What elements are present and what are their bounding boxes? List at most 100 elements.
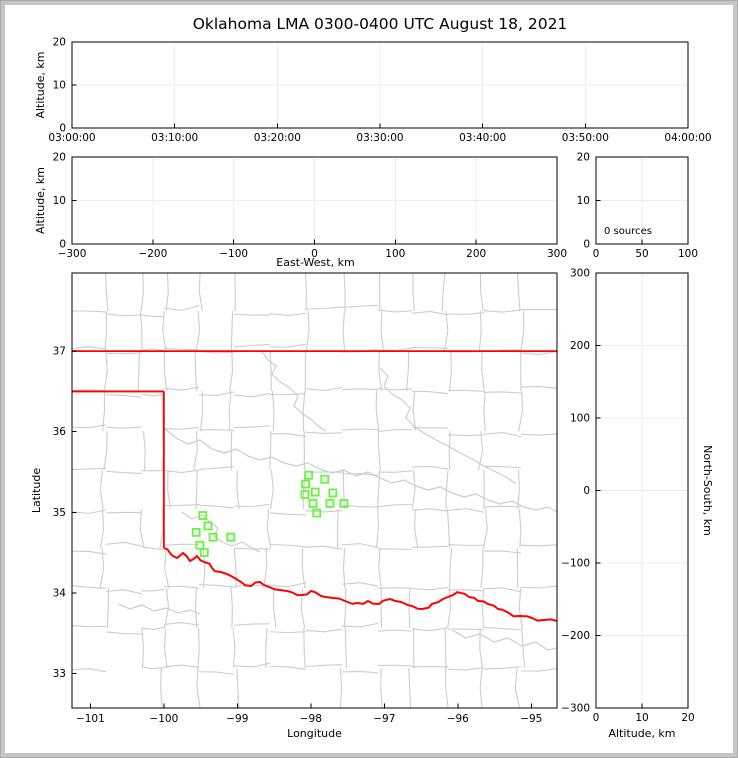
county-line: [517, 469, 520, 510]
tick-label: 10: [53, 80, 66, 92]
station-marker: [300, 490, 310, 499]
county-line: [141, 627, 145, 669]
county-line: [72, 668, 107, 673]
county-line: [269, 665, 307, 670]
panel-frame-ew-height: [71, 156, 558, 245]
county-line: [165, 273, 169, 312]
station-marker: [325, 498, 335, 508]
county-line: [269, 312, 307, 316]
county-line: [195, 310, 201, 352]
county-line: [163, 305, 200, 311]
county-line: [408, 587, 411, 629]
county-line: [72, 467, 107, 471]
tick-label: 50: [635, 248, 648, 260]
station-marker: [191, 527, 201, 537]
county-line: [233, 392, 271, 398]
tick-label: −100: [219, 248, 248, 260]
county-line: [105, 589, 143, 595]
county-line: [411, 390, 449, 395]
county-line: [105, 631, 143, 635]
tick-label: 0: [311, 248, 318, 260]
county-line: [516, 273, 521, 312]
county-line: [343, 273, 346, 312]
tick-label: 03:30:00: [356, 132, 403, 144]
stations-layer: [191, 470, 349, 557]
county-line: [483, 390, 486, 432]
county-line: [163, 504, 200, 506]
county-line: [141, 666, 165, 670]
county-line: [377, 430, 381, 471]
county-line: [341, 670, 379, 674]
county-line: [305, 664, 343, 667]
panel-ew-height: 0 10 20 −300 −200 −100 0 100 200 300 Altitude, km E…: [34, 152, 567, 270]
county-line: [99, 469, 104, 510]
county-line: [163, 350, 168, 392]
county-line: [233, 343, 271, 348]
county-line: [443, 310, 449, 352]
county-line: [72, 310, 107, 313]
county-line: [377, 629, 413, 632]
county-line: [411, 545, 449, 548]
county-line: [445, 469, 449, 510]
county-line: [483, 587, 522, 593]
county-line: [163, 426, 200, 430]
county-line: [483, 432, 522, 438]
county-line: [305, 386, 343, 392]
county-line: [263, 547, 268, 589]
station-marker: [310, 487, 320, 497]
county-line: [302, 390, 306, 432]
county-line: [478, 310, 482, 352]
county-line: [375, 390, 380, 432]
tick-label: 0: [583, 239, 590, 251]
county-line: [342, 310, 346, 352]
county-line: [164, 547, 170, 589]
figure-canvas: [5, 5, 733, 753]
county-line: [305, 510, 343, 513]
county-line: [303, 627, 306, 669]
county-line: [341, 582, 379, 587]
county-line: [377, 587, 413, 589]
county-line: [105, 426, 143, 429]
station-marker: [328, 488, 338, 498]
county-line: [139, 310, 143, 352]
county-line: [269, 543, 307, 548]
county-line: [198, 671, 235, 676]
county-line: [198, 466, 235, 470]
county-line: [481, 350, 485, 392]
county-line: [343, 587, 347, 629]
tick-label: 0: [59, 123, 66, 135]
county-line: [163, 622, 200, 626]
station-marker: [226, 532, 236, 542]
county-line: [72, 509, 107, 514]
county-line: [137, 350, 141, 392]
county-line: [163, 664, 200, 668]
tick-label: 200: [466, 248, 486, 260]
county-line: [194, 350, 198, 392]
tick-label: 03:40:00: [459, 132, 506, 144]
river-line: [163, 427, 557, 513]
river-line: [379, 367, 517, 485]
county-line: [230, 310, 234, 352]
county-line: [269, 512, 307, 516]
tick-label: 20: [681, 712, 694, 724]
county-line: [163, 347, 200, 351]
county-line: [198, 391, 235, 396]
county-line: [141, 348, 165, 352]
county-line: [377, 664, 413, 667]
county-line: [380, 310, 385, 352]
county-line: [447, 389, 485, 392]
tick-label: 03:10:00: [151, 132, 198, 144]
axis-label-north-south: North-South, km: [701, 445, 714, 536]
tick-label: −95: [520, 713, 542, 725]
county-line: [163, 386, 200, 391]
county-line: [377, 309, 413, 313]
county-line: [233, 547, 237, 589]
county-line: [520, 310, 525, 352]
county-line: [269, 343, 307, 348]
tick-label: −300: [561, 703, 590, 715]
county-line: [482, 508, 488, 549]
county-line: [271, 390, 275, 432]
axis-label-longitude: Longitude: [287, 727, 342, 740]
tick-label: −200: [138, 248, 167, 260]
county-line: [202, 547, 206, 589]
